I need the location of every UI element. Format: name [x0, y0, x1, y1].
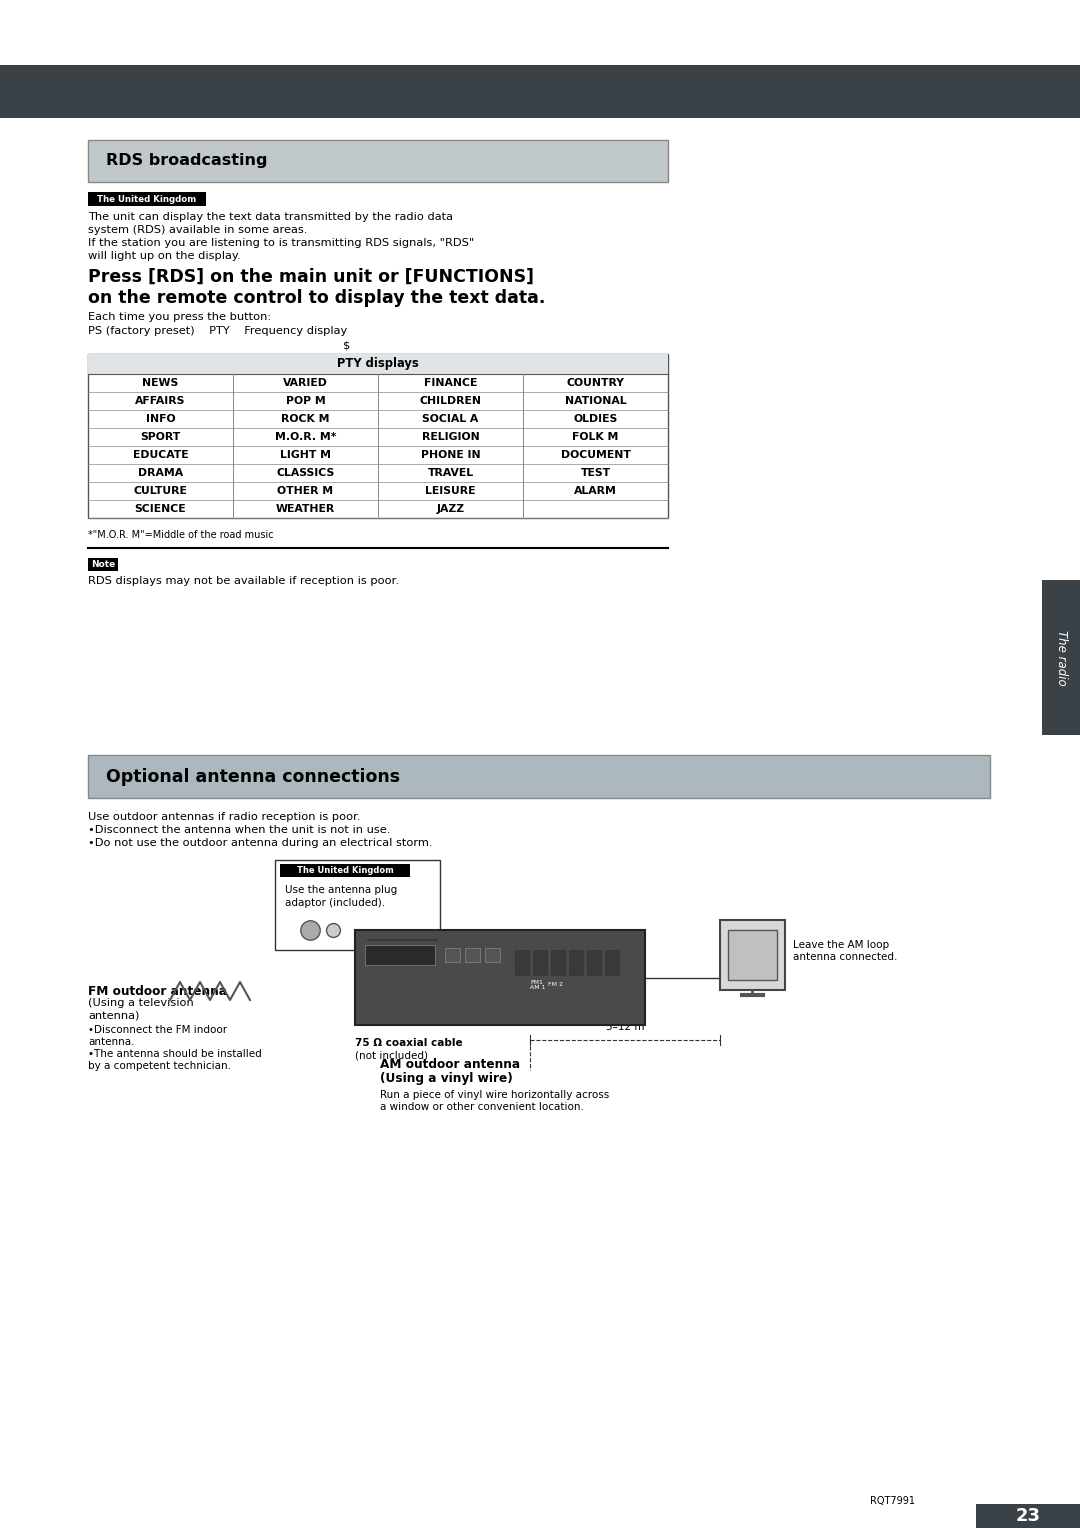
Text: 23: 23	[1015, 1507, 1040, 1525]
Text: RDS displays may not be available if reception is poor.: RDS displays may not be available if rec…	[87, 576, 399, 587]
Text: OTHER M: OTHER M	[278, 486, 334, 497]
Bar	[465, 947, 480, 963]
Text: Press [RDS] on the main unit or [FUNCTIONS]: Press [RDS] on the main unit or [FUNCTIO…	[87, 267, 534, 286]
Text: NEWS: NEWS	[143, 377, 178, 388]
Text: Each time you press the button:: Each time you press the button:	[87, 312, 271, 322]
Text: LEISURE: LEISURE	[426, 486, 476, 497]
Bar	[87, 354, 669, 518]
Text: Leave the AM loop
antenna connected.: Leave the AM loop antenna connected.	[793, 940, 897, 961]
Text: ROCK M: ROCK M	[281, 414, 329, 423]
Bar	[87, 354, 669, 374]
Bar	[534, 950, 546, 975]
Text: TRAVEL: TRAVEL	[428, 468, 473, 478]
Text: PHONE IN: PHONE IN	[421, 451, 481, 460]
Text: •Disconnect the FM indoor: •Disconnect the FM indoor	[87, 1025, 227, 1034]
Bar	[551, 950, 565, 975]
Text: OLDIES: OLDIES	[573, 414, 618, 423]
Text: CULTURE: CULTURE	[134, 486, 188, 497]
Bar	[485, 947, 500, 963]
Bar	[87, 141, 669, 182]
Text: Use the antenna plug: Use the antenna plug	[285, 885, 397, 895]
Text: adaptor (included).: adaptor (included).	[285, 898, 386, 908]
Text: INFO: INFO	[146, 414, 175, 423]
Bar	[588, 950, 600, 975]
Text: POP M: POP M	[285, 396, 325, 406]
Text: •The antenna should be installed: •The antenna should be installed	[87, 1050, 261, 1059]
Text: M.O.R. M*: M.O.R. M*	[274, 432, 336, 442]
Text: TEST: TEST	[580, 468, 610, 478]
Text: (Using a television: (Using a television	[87, 998, 193, 1008]
Text: JAZZ: JAZZ	[436, 504, 464, 513]
Text: RQT7991: RQT7991	[870, 1496, 915, 1507]
Text: 5–12 m: 5–12 m	[606, 1022, 645, 1031]
Text: Note: Note	[91, 559, 116, 568]
Text: will light up on the display.: will light up on the display.	[87, 251, 241, 261]
Text: (Using a vinyl wire): (Using a vinyl wire)	[380, 1073, 513, 1085]
Text: FOLK M: FOLK M	[572, 432, 619, 442]
Text: Run a piece of vinyl wire horizontally across: Run a piece of vinyl wire horizontally a…	[380, 1089, 609, 1100]
Text: by a competent technician.: by a competent technician.	[87, 1060, 231, 1071]
Bar	[569, 950, 583, 975]
Bar	[87, 558, 118, 571]
Text: FM outdoor antenna: FM outdoor antenna	[87, 986, 227, 998]
Text: CLASSICS: CLASSICS	[276, 468, 335, 478]
Text: $: $	[343, 341, 350, 350]
Text: antenna.: antenna.	[87, 1038, 135, 1047]
Text: COUNTRY: COUNTRY	[567, 377, 624, 388]
Text: FM1
AM 1: FM1 AM 1	[530, 979, 545, 990]
Bar	[515, 950, 529, 975]
Text: WEATHER: WEATHER	[275, 504, 335, 513]
Text: DOCUMENT: DOCUMENT	[561, 451, 631, 460]
Text: 75 Ω coaxial cable: 75 Ω coaxial cable	[355, 1038, 462, 1048]
Text: •Disconnect the antenna when the unit is not in use.: •Disconnect the antenna when the unit is…	[87, 825, 390, 834]
Text: on the remote control to display the text data.: on the remote control to display the tex…	[87, 289, 545, 307]
Text: system (RDS) available in some areas.: system (RDS) available in some areas.	[87, 225, 308, 235]
Text: FINANCE: FINANCE	[423, 377, 477, 388]
Bar	[365, 944, 435, 966]
Text: PTY displays: PTY displays	[337, 358, 419, 370]
Bar	[275, 860, 440, 950]
Bar	[0, 66, 1080, 118]
Text: SPORT: SPORT	[140, 432, 180, 442]
Text: Optional antenna connections: Optional antenna connections	[106, 767, 400, 785]
Text: RELIGION: RELIGION	[421, 432, 480, 442]
Text: If the station you are listening to is transmitting RDS signals, "RDS": If the station you are listening to is t…	[87, 238, 474, 248]
Text: (not included): (not included)	[355, 1051, 428, 1060]
Text: FM 2: FM 2	[548, 983, 563, 987]
Text: •Do not use the outdoor antenna during an electrical storm.: •Do not use the outdoor antenna during a…	[87, 837, 432, 848]
Text: The United Kingdom: The United Kingdom	[297, 866, 393, 876]
Text: DRAMA: DRAMA	[138, 468, 184, 478]
Text: AFFAIRS: AFFAIRS	[135, 396, 186, 406]
Text: The unit can display the text data transmitted by the radio data: The unit can display the text data trans…	[87, 212, 453, 222]
Bar	[976, 1504, 1080, 1528]
Text: VARIED: VARIED	[283, 377, 328, 388]
Bar	[1042, 581, 1080, 735]
Text: The United Kingdom: The United Kingdom	[97, 194, 197, 203]
Bar	[87, 193, 206, 206]
Text: *"M.O.R. M"=Middle of the road music: *"M.O.R. M"=Middle of the road music	[87, 530, 273, 539]
Text: CHILDREN: CHILDREN	[419, 396, 482, 406]
Text: PS (factory preset)    PTY    Frequency display: PS (factory preset) PTY Frequency displa…	[87, 325, 348, 336]
Bar	[605, 950, 619, 975]
Text: SOCIAL A: SOCIAL A	[422, 414, 478, 423]
Bar	[355, 931, 645, 1025]
Text: ALARM: ALARM	[575, 486, 617, 497]
Text: LIGHT M: LIGHT M	[280, 451, 330, 460]
Text: The radio: The radio	[1054, 630, 1067, 686]
Text: AM outdoor antenna: AM outdoor antenna	[380, 1057, 521, 1071]
Text: a window or other convenient location.: a window or other convenient location.	[380, 1102, 584, 1112]
Bar	[728, 931, 777, 979]
Text: NATIONAL: NATIONAL	[565, 396, 626, 406]
Text: RDS broadcasting: RDS broadcasting	[106, 153, 268, 168]
Bar	[445, 947, 460, 963]
Bar	[720, 920, 785, 990]
Text: EDUCATE: EDUCATE	[133, 451, 188, 460]
Text: Use outdoor antennas if radio reception is poor.: Use outdoor antennas if radio reception …	[87, 811, 361, 822]
Text: SCIENCE: SCIENCE	[135, 504, 187, 513]
Bar	[280, 863, 410, 877]
Bar	[87, 755, 990, 798]
Text: antenna): antenna)	[87, 1012, 139, 1021]
